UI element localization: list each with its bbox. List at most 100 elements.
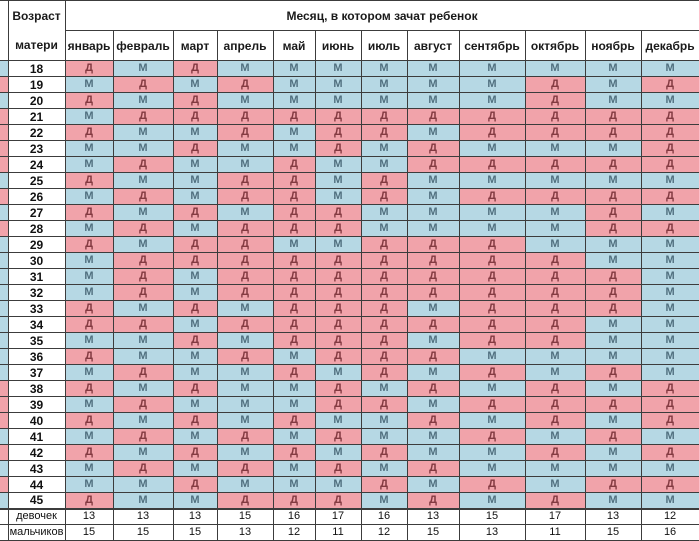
girl-cell: Д: [314, 492, 362, 509]
age-cell: 42: [7, 444, 66, 461]
boy-cell: М: [314, 444, 362, 461]
boys-total-row: мальчиков 15 15 15 13 12 11 12 15 13 11 15 16: [0, 524, 699, 541]
girl-cell: Д: [172, 332, 218, 349]
age-row: 45 Д М М Д Д Д М Д М Д М М: [0, 492, 699, 509]
boy-cell: М: [640, 460, 699, 477]
left-crop-sliver: [0, 172, 9, 189]
left-crop-sliver: [0, 284, 9, 301]
boy-cell: М: [360, 492, 408, 509]
total-count-cell: 15: [584, 524, 642, 541]
girl-cell: Д: [360, 444, 408, 461]
boy-cell: М: [112, 412, 174, 429]
month-header: февраль: [112, 30, 174, 61]
boy-cell: М: [584, 492, 642, 509]
boy-cell: М: [112, 300, 174, 317]
boy-cell: М: [112, 444, 174, 461]
girl-cell: Д: [172, 108, 218, 125]
boy-cell: М: [458, 204, 526, 221]
boy-cell: М: [584, 412, 642, 429]
girl-cell: Д: [640, 140, 699, 157]
boy-cell: М: [64, 396, 114, 413]
girl-cell: Д: [640, 220, 699, 237]
boy-cell: М: [64, 476, 114, 493]
boy-cell: М: [360, 460, 408, 477]
boy-cell: М: [360, 76, 408, 93]
girl-cell: Д: [216, 220, 274, 237]
age-cell: 43: [7, 460, 66, 477]
girl-cell: Д: [172, 204, 218, 221]
boy-cell: М: [172, 316, 218, 333]
girl-cell: Д: [524, 188, 586, 205]
girl-cell: Д: [216, 268, 274, 285]
girl-cell: Д: [314, 332, 362, 349]
girl-cell: Д: [584, 364, 642, 381]
month-header: август: [406, 30, 460, 61]
boy-cell: М: [640, 364, 699, 381]
month-header: март: [172, 30, 218, 61]
girl-cell: Д: [640, 476, 699, 493]
total-count-cell: 16: [360, 507, 408, 525]
boy-cell: М: [64, 268, 114, 285]
age-row: 24 М Д М М Д М М Д Д Д Д Д: [0, 156, 699, 173]
age-cell: 45: [7, 492, 66, 509]
total-count-cell: 17: [524, 507, 586, 525]
girl-cell: Д: [172, 60, 218, 77]
left-crop-sliver: [0, 268, 9, 285]
left-crop-sliver: [0, 188, 9, 205]
age-cell: 37: [7, 364, 66, 381]
boy-cell: М: [458, 172, 526, 189]
total-count-cell: 13: [64, 507, 114, 525]
age-row: 26 М Д М Д Д М Д М Д Д Д Д: [0, 188, 699, 205]
girl-cell: Д: [360, 476, 408, 493]
girl-cell: Д: [272, 300, 316, 317]
girl-cell: Д: [360, 268, 408, 285]
age-cell: 24: [7, 156, 66, 173]
boy-cell: М: [314, 364, 362, 381]
girl-cell: Д: [360, 124, 408, 141]
boy-cell: М: [584, 172, 642, 189]
girl-cell: Д: [458, 300, 526, 317]
boy-cell: М: [172, 460, 218, 477]
boy-cell: М: [640, 268, 699, 285]
girl-cell: Д: [458, 108, 526, 125]
girl-cell: Д: [314, 348, 362, 365]
girl-cell: Д: [458, 428, 526, 445]
girl-cell: Д: [216, 236, 274, 253]
boy-cell: М: [524, 476, 586, 493]
girl-cell: Д: [314, 396, 362, 413]
left-crop-sliver: [0, 60, 9, 77]
girl-cell: Д: [112, 268, 174, 285]
boy-cell: М: [112, 332, 174, 349]
age-row: 23 М М Д М М Д М Д М М М Д: [0, 140, 699, 157]
girl-cell: Д: [272, 204, 316, 221]
boy-cell: М: [172, 348, 218, 365]
girl-cell: Д: [360, 348, 408, 365]
girl-cell: Д: [584, 204, 642, 221]
girl-cell: Д: [584, 300, 642, 317]
girl-cell: Д: [360, 236, 408, 253]
boy-cell: М: [112, 380, 174, 397]
boy-cell: М: [216, 476, 274, 493]
girl-cell: Д: [524, 284, 586, 301]
month-header: ноябрь: [584, 30, 642, 61]
girl-cell: Д: [64, 380, 114, 397]
girl-cell: Д: [360, 284, 408, 301]
boy-cell: М: [314, 412, 362, 429]
total-count-cell: 17: [314, 507, 362, 525]
left-crop-sliver: [0, 204, 9, 221]
girl-cell: Д: [112, 460, 174, 477]
girl-cell: Д: [314, 316, 362, 333]
girl-cell: Д: [64, 60, 114, 77]
left-crop-sliver: [0, 444, 9, 461]
total-count-cell: 13: [112, 507, 174, 525]
girl-cell: Д: [172, 140, 218, 157]
boy-cell: М: [406, 300, 460, 317]
girl-cell: Д: [640, 76, 699, 93]
boy-cell: М: [524, 172, 586, 189]
age-row: 38 Д М Д М М Д М Д М Д М Д: [0, 380, 699, 397]
girl-cell: Д: [172, 300, 218, 317]
girl-cell: Д: [172, 380, 218, 397]
boy-cell: М: [272, 460, 316, 477]
boy-cell: М: [64, 188, 114, 205]
left-crop-sliver: [0, 76, 9, 93]
